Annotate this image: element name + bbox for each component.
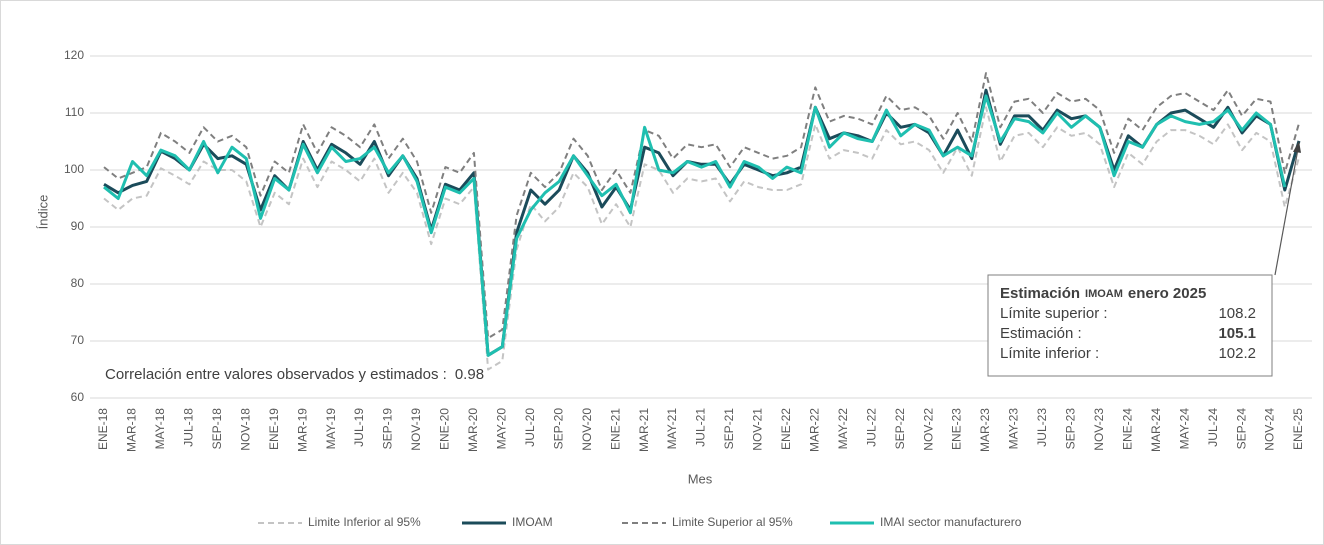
legend-label: IMOAM <box>512 515 553 529</box>
y-tick-label: 80 <box>71 276 85 290</box>
x-tick-label: MAY-19 <box>324 408 338 450</box>
x-tick-label: NOV-21 <box>751 408 765 451</box>
x-tick-label: MAR-20 <box>466 408 480 452</box>
annotation-box <box>987 274 1273 377</box>
annotation-title-part: enero 2025 <box>1128 285 1206 302</box>
x-tick-label: MAY-22 <box>836 408 850 450</box>
x-axis-label: Mes <box>688 471 713 486</box>
annotation-title-part: IMOAM <box>1085 288 1123 300</box>
x-tick-label: MAR-19 <box>295 408 309 452</box>
series-line <box>103 94 1287 357</box>
x-tick-label: JUL-24 <box>1206 408 1220 447</box>
x-tick-label: MAY-20 <box>495 408 509 450</box>
x-tick-label: ENE-19 <box>267 408 281 450</box>
x-tick-label: JUL-23 <box>1035 408 1049 447</box>
x-tick-label: JUL-22 <box>864 408 878 447</box>
y-tick-label: 100 <box>64 162 84 176</box>
annotation-title-part: Estimación <box>1000 285 1080 302</box>
correlation-label: Correlación entre valores observados y e… <box>105 366 447 383</box>
x-tick-label: ENE-25 <box>1291 408 1305 450</box>
annotation-title: Estimación IMOAM enero 2025 <box>1000 285 1206 302</box>
annotation-row-value: 102.2 <box>1218 345 1256 362</box>
legend-label: Limite Superior al 95% <box>672 515 793 529</box>
x-tick-label: MAY-23 <box>1007 408 1021 450</box>
x-tick-label: NOV-20 <box>580 408 594 451</box>
x-tick-label: ENE-21 <box>608 408 622 450</box>
x-tick-label: SEP-24 <box>1234 408 1248 450</box>
annotation-arrow <box>1274 148 1299 276</box>
x-tick-label: NOV-18 <box>238 408 252 451</box>
correlation-value: 0.98 <box>455 366 484 383</box>
x-tick-label: MAR-24 <box>1149 408 1163 452</box>
x-tick-label: JUL-21 <box>694 408 708 447</box>
legend-label: IMAI sector manufacturero <box>880 515 1022 529</box>
x-tick-label: JUL-19 <box>352 408 366 447</box>
legend-label: Limite Inferior al 95% <box>308 515 421 529</box>
annotation-row-value: 108.2 <box>1218 305 1256 322</box>
x-tick-label: MAY-21 <box>665 408 679 450</box>
annotation-arrowhead <box>1293 140 1301 153</box>
y-tick-label: 70 <box>71 333 85 347</box>
y-tick-label: 90 <box>71 219 85 233</box>
x-tick-label: NOV-23 <box>1092 408 1106 451</box>
y-axis-label: Índice <box>35 195 50 230</box>
x-tick-label: SEP-19 <box>381 408 395 450</box>
x-tick-label: JUL-20 <box>523 408 537 447</box>
x-tick-label: SEP-18 <box>210 408 224 450</box>
x-tick-label: ENE-22 <box>779 408 793 450</box>
annotation-row-label: Límite inferior : <box>1000 345 1099 362</box>
annotation-row-label: Límite superior : <box>1000 305 1108 322</box>
x-tick-label: ENE-20 <box>438 408 452 450</box>
x-tick-label: ENE-24 <box>1120 408 1134 450</box>
x-tick-label: NOV-22 <box>921 408 935 451</box>
x-tick-label: SEP-22 <box>893 408 907 450</box>
x-tick-label: NOV-19 <box>409 408 423 451</box>
x-tick-label: ENE-18 <box>96 408 110 450</box>
x-tick-label: MAR-18 <box>125 408 139 452</box>
annotation-row-label: Estimación : <box>1000 325 1082 342</box>
y-tick-label: 60 <box>71 390 85 404</box>
x-tick-label: SEP-23 <box>1064 408 1078 450</box>
correlation-note: Correlación entre valores observados y e… <box>105 366 484 383</box>
x-tick-label: MAY-18 <box>153 408 167 450</box>
x-tick-label: SEP-21 <box>722 408 736 450</box>
x-tick-label: MAR-21 <box>637 408 651 452</box>
x-tick-label: NOV-24 <box>1263 408 1277 451</box>
x-tick-label: JUL-18 <box>182 408 196 447</box>
y-tick-label: 110 <box>65 105 84 119</box>
annotation-row-value: 105.1 <box>1218 325 1256 342</box>
x-tick-label: MAR-23 <box>978 408 992 452</box>
series-line <box>103 72 1300 340</box>
x-tick-label: ENE-23 <box>950 408 964 450</box>
x-tick-label: SEP-20 <box>551 408 565 450</box>
y-tick-label: 120 <box>64 48 84 62</box>
series-line <box>103 106 1300 371</box>
x-tick-label: MAY-24 <box>1177 408 1191 450</box>
x-tick-label: MAR-22 <box>807 408 821 452</box>
